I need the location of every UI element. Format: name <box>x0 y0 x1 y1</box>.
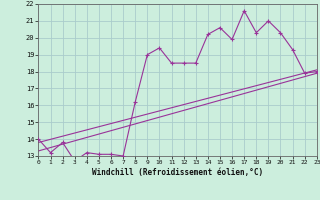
X-axis label: Windchill (Refroidissement éolien,°C): Windchill (Refroidissement éolien,°C) <box>92 168 263 177</box>
